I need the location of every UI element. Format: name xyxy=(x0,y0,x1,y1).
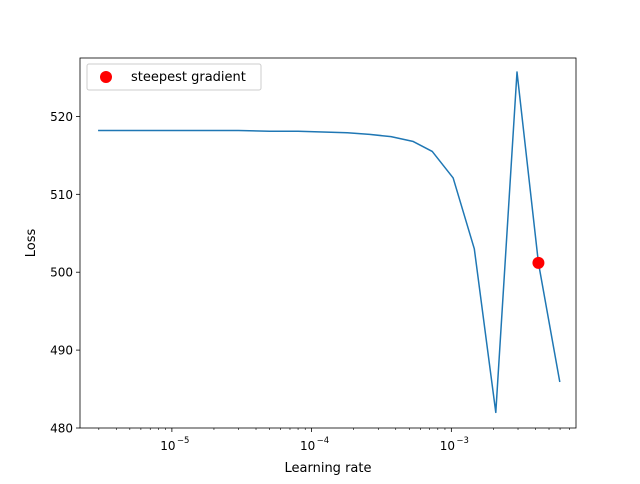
x-tick-label: 10 xyxy=(440,439,455,453)
y-tick-label: 510 xyxy=(50,188,73,202)
x-axis-label: Learning rate xyxy=(285,461,372,476)
legend-box xyxy=(86,63,262,91)
x-tick-label: 10 xyxy=(300,439,315,453)
legend: steepest gradient xyxy=(86,63,262,91)
y-tick-label: 490 xyxy=(50,344,73,358)
x-tick-label-exponent: −5 xyxy=(177,436,190,446)
series-line-loss xyxy=(98,71,561,414)
y-tick-label: 480 xyxy=(50,422,73,436)
legend-label-steepest-gradient: steepest gradient xyxy=(131,70,246,85)
x-tick-label-exponent: −3 xyxy=(456,436,469,446)
plot-area xyxy=(98,71,561,414)
x-tick-label: 10 xyxy=(160,439,175,453)
y-tick-label: 520 xyxy=(50,110,73,124)
x-tick-label-exponent: −4 xyxy=(317,436,330,446)
steepest-gradient-point xyxy=(532,256,545,269)
axes-frame xyxy=(79,57,577,429)
y-axis-label: Loss xyxy=(24,229,39,258)
y-tick-label: 500 xyxy=(50,266,73,280)
legend-marker-steepest-gradient xyxy=(100,71,112,83)
